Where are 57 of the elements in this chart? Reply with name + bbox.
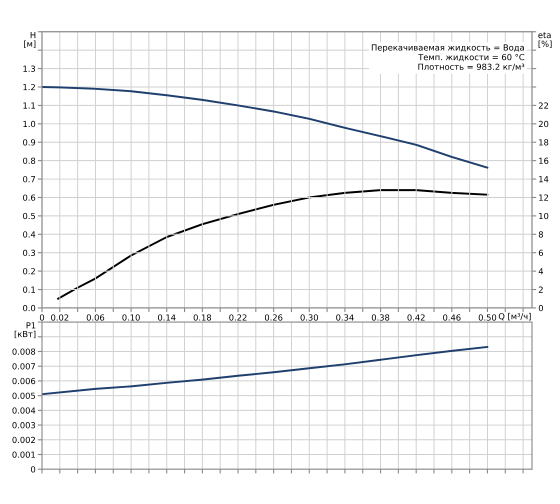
y2-tick-label: 4 bbox=[538, 268, 544, 274]
y-tick-label: 0.007 bbox=[12, 363, 36, 370]
y2-tick-label: 2 bbox=[538, 286, 543, 293]
y-tick-label: 0.8 bbox=[23, 158, 36, 164]
x-tick-label: 0.34 bbox=[336, 314, 354, 321]
x-tick-label: 0.50 bbox=[478, 314, 496, 321]
x-tick-label: 0 bbox=[40, 314, 44, 321]
x-tick-label: 0.46 bbox=[443, 314, 461, 321]
x-tick-label: 0.42 bbox=[407, 314, 425, 321]
y-tick-label: 0 bbox=[30, 466, 36, 473]
y-tick-label: 1.2 bbox=[23, 84, 35, 90]
y2-tick-label: 22 bbox=[538, 102, 548, 109]
x-tick-label: 0.06 bbox=[86, 314, 104, 321]
annotation: Перекачиваемая жидкость = Вода Темп. жидкости = 60 °C Плотность = 983.2 кг/м³ bbox=[372, 44, 524, 71]
y2-tick-label: 8 bbox=[538, 231, 543, 238]
y-tick-label: 0.001 bbox=[12, 451, 35, 458]
y-tick-label: 1.1 bbox=[23, 102, 35, 109]
y-tick-label: 1.3 bbox=[23, 66, 36, 72]
line-series bbox=[57, 189, 488, 300]
y-tick-label: 0.1 bbox=[23, 286, 35, 293]
x-tick-label: 0.18 bbox=[194, 314, 212, 321]
y-axis-title: P1 [кВт] bbox=[14, 322, 36, 338]
y-axis-title: H [м] bbox=[24, 32, 36, 48]
y-tick-label: 0.6 bbox=[23, 194, 36, 201]
y-tick-label: 1.0 bbox=[23, 120, 36, 128]
x-tick-label: 0.10 bbox=[122, 314, 140, 321]
line-series bbox=[42, 346, 488, 396]
y2-tick-label: 16 bbox=[539, 158, 548, 164]
y-tick-label: 0.005 bbox=[12, 392, 36, 399]
line-series bbox=[42, 86, 488, 169]
y2-axis-title: eta [%] bbox=[538, 32, 552, 48]
x-axis-title: Q [м³/ч] bbox=[498, 312, 531, 320]
y-tick-label: 0.0 bbox=[23, 304, 36, 312]
x-tick-label: 0.38 bbox=[372, 314, 390, 321]
x-tick-label: 0.22 bbox=[229, 314, 246, 321]
y-tick-label: 0.002 bbox=[12, 436, 35, 444]
x-tick-label: 0.14 bbox=[158, 314, 176, 321]
y2-tick-label: 14 bbox=[539, 176, 548, 182]
y2-tick-label: 20 bbox=[538, 120, 548, 128]
y2-tick-label: 12 bbox=[539, 194, 548, 201]
y-tick-label: 0.006 bbox=[12, 378, 36, 384]
y-tick-label: 0.003 bbox=[12, 422, 36, 428]
y-tick-label: 0.3 bbox=[23, 250, 36, 256]
y-tick-label: 0.5 bbox=[23, 212, 36, 220]
y-tick-label: 0.9 bbox=[23, 139, 36, 146]
x-tick-label: 0.26 bbox=[264, 314, 282, 321]
y-tick-label: 0.4 bbox=[23, 231, 36, 238]
y-tick-label: 0.008 bbox=[12, 348, 36, 355]
y2-tick-label: 0 bbox=[538, 304, 543, 312]
y-tick-label: 0.2 bbox=[23, 268, 35, 274]
y2-tick-label: 10 bbox=[539, 212, 548, 220]
y-tick-label: 0.7 bbox=[23, 176, 36, 182]
y2-tick-label: 18 bbox=[539, 139, 548, 146]
y2-tick-label: 6 bbox=[538, 250, 544, 256]
x-tick-label: 0.02 bbox=[51, 314, 68, 321]
x-tick-label: 0.30 bbox=[300, 314, 318, 321]
y-tick-label: 0.004 bbox=[12, 407, 36, 414]
